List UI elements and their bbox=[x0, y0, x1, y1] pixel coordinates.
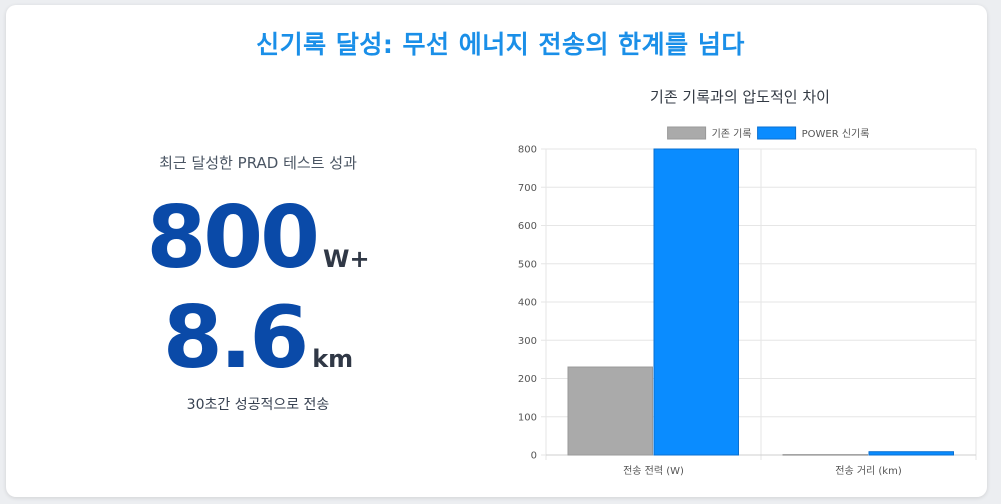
chart-title: 기존 기록과의 압도적인 차이 bbox=[650, 88, 830, 106]
distance-stat-value: 8.6 bbox=[162, 288, 309, 388]
y-tick-label: 100 bbox=[518, 412, 537, 423]
power-stat-value: 800 bbox=[146, 188, 320, 288]
x-category-label: 전송 거리 (km) bbox=[835, 465, 902, 477]
stats-subtitle: 최근 달성한 PRAD 테스트 성과 bbox=[159, 154, 357, 172]
comparison-bar-chart: 0 100 200 300 400 500 600 700 800 전송 전력 (W) 전송 거리 … bbox=[518, 126, 977, 477]
legend-swatch bbox=[667, 126, 707, 140]
y-tick-label: 800 bbox=[518, 145, 537, 156]
bar bbox=[782, 454, 868, 456]
page-title: 신기록 달성: 무선 에너지 전송의 한계를 넘다 bbox=[256, 30, 745, 59]
bar bbox=[653, 148, 739, 456]
power-stat: 800 W+ bbox=[108, 188, 408, 288]
distance-stat-unit: km bbox=[312, 345, 354, 373]
stats-footer: 30초간 성공적으로 전송 bbox=[186, 397, 330, 413]
y-tick-label: 600 bbox=[518, 221, 537, 232]
legend-label: 기존 기록 bbox=[712, 128, 752, 140]
bar bbox=[868, 451, 954, 456]
y-tick-label: 400 bbox=[518, 298, 537, 309]
y-tick-label: 700 bbox=[518, 183, 537, 194]
distance-stat: 8.6 km bbox=[108, 288, 408, 388]
y-tick-label: 300 bbox=[518, 336, 537, 347]
y-tick-label: 0 bbox=[531, 451, 537, 462]
y-tick-label: 200 bbox=[518, 374, 537, 385]
bar bbox=[567, 366, 653, 456]
y-tick-label: 500 bbox=[518, 259, 537, 270]
legend-swatch bbox=[757, 126, 797, 140]
legend-label: POWER 신기록 bbox=[802, 128, 870, 140]
power-stat-unit: W+ bbox=[322, 245, 370, 273]
x-category-label: 전송 전력 (W) bbox=[623, 465, 684, 477]
content-card bbox=[6, 5, 987, 497]
